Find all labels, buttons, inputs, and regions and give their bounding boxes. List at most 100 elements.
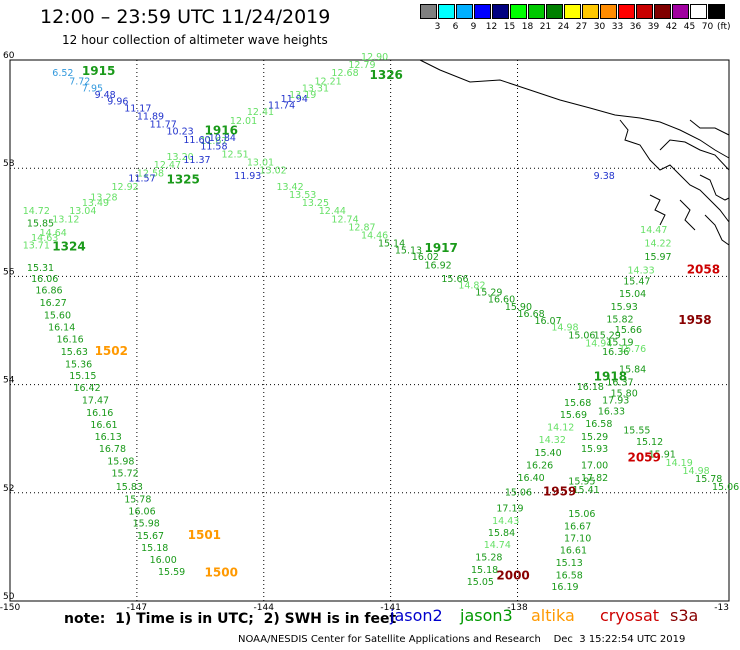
scale-swatch [474, 4, 491, 19]
jason3-swh-value: 14.19 [666, 458, 693, 469]
scale-swatch [564, 4, 581, 19]
jason3-swh-value: 15.06 [505, 488, 532, 499]
scale-label: 12 [485, 22, 498, 32]
jason3-swh-value: 13.04 [69, 206, 96, 217]
jason3-swh-value: 14.63 [31, 233, 58, 244]
jason3-swh-value: 15.31 [27, 263, 54, 274]
jason3-swh-value: 15.98 [107, 457, 134, 468]
jason3-swh-value: 14.82 [458, 280, 485, 291]
jason3-swh-value: 16.02 [412, 252, 439, 263]
jason3-swh-value: 15.95 [568, 477, 595, 488]
scale-label: 3 [434, 22, 441, 32]
jason3-swh-value: 12.21 [315, 76, 342, 87]
jason3-swh-value: 15.72 [112, 469, 139, 480]
jason2-swh-value: 10.84 [209, 133, 236, 144]
pass-time-label: 1326 [370, 68, 403, 82]
scale-swatch [456, 4, 473, 19]
jason3-swh-value: 16.16 [57, 334, 84, 345]
map-title: 12:00 – 23:59 UTC 11/24/2019 [40, 6, 331, 28]
jason3-swh-value: 16.36 [602, 347, 629, 358]
jason3-swh-value: 13.71 [23, 240, 50, 251]
jason3-swh-value: 15.59 [158, 567, 185, 578]
pass-time-label: 1502 [95, 344, 128, 358]
scale-swatch [690, 4, 707, 19]
scale-swatch [708, 4, 725, 19]
scale-label: 36 [629, 22, 642, 32]
jason3-swh-value: 16.14 [48, 323, 75, 334]
latitude-label: 52 [3, 484, 14, 494]
satellite-s3a: s3a [670, 606, 699, 625]
jason3-swh-value: 16.78 [99, 444, 126, 455]
jason3-swh-value: 15.60 [44, 311, 71, 322]
jason2-swh-value: 11.17 [124, 103, 151, 114]
scale-label: 45 [683, 22, 696, 32]
pass-time-label: 2058 [687, 263, 720, 277]
jason3-swh-value: 15.47 [623, 277, 650, 288]
jason3-swh-value: 16.06 [31, 274, 58, 285]
jason3-swh-value: 16.86 [35, 286, 62, 297]
jason3-swh-value: 16.00 [150, 555, 177, 566]
jason2-swh-value: 7.95 [82, 83, 103, 94]
jason2-swh-value: 11.93 [234, 171, 261, 182]
scale-label: 27 [575, 22, 588, 32]
jason3-swh-value: 15.82 [606, 314, 633, 325]
jason3-swh-value: 17.47 [82, 396, 109, 407]
scale-swatch [546, 4, 563, 19]
pass-time-label: 1915 [82, 64, 115, 78]
jason3-swh-value: 12.47 [154, 160, 181, 171]
jason3-swh-value: 14.12 [547, 423, 574, 434]
latitude-label: 56 [3, 267, 15, 277]
jason3-swh-value: 12.51 [221, 149, 248, 160]
jason3-swh-value: 15.69 [560, 410, 587, 421]
jason3-swh-value: 13.49 [82, 198, 109, 209]
jason3-swh-value: 15.18 [141, 543, 168, 554]
jason3-swh-value: 15.66 [441, 274, 468, 285]
jason3-swh-value: 14.98 [551, 323, 578, 334]
longitude-label: -150 [0, 603, 20, 613]
jason3-swh-value: 12.44 [319, 206, 346, 217]
jason3-swh-value: 15.93 [611, 302, 638, 313]
jason3-swh-value: 14.94 [585, 339, 612, 350]
jason3-swh-value: 15.40 [534, 448, 561, 459]
jason2-swh-value: 9.96 [107, 96, 128, 107]
jason3-swh-value: 16.61 [90, 420, 117, 431]
jason3-swh-value: 15.06 [568, 509, 595, 520]
pass-time-label: 1325 [166, 172, 199, 186]
jason2-swh-value: 11.74 [268, 101, 295, 112]
jason3-swh-value: 17.82 [581, 473, 608, 484]
jason3-swh-value: 12.79 [348, 60, 375, 71]
jason3-swh-value: 12.92 [112, 182, 139, 193]
jason2-swh-value: 11.57 [128, 174, 155, 185]
satellite-jason2: jason2 [390, 606, 443, 625]
jason3-swh-value: 14.98 [682, 466, 709, 477]
jason2-swh-value: 11.60 [183, 135, 210, 146]
jason3-swh-value: 13.31 [302, 83, 329, 94]
longitude-label: -138 [507, 603, 528, 613]
scale-swatch [582, 4, 599, 19]
pass-time-label: 1501 [188, 528, 221, 542]
scale-label: 6 [452, 22, 459, 32]
jason3-swh-value: 16.68 [518, 309, 545, 320]
jason3-swh-value: 15.36 [65, 359, 92, 370]
jason3-swh-value: 13.25 [302, 198, 329, 209]
scale-label: 24 [557, 22, 570, 32]
scale-label: 30 [593, 22, 606, 32]
jason3-swh-value: 16.27 [40, 298, 67, 309]
scale-label: 18 [521, 22, 534, 32]
jason3-swh-value: 16.67 [564, 522, 591, 533]
jason3-swh-value: 16.61 [560, 545, 587, 556]
jason3-swh-value: 12.01 [230, 116, 257, 127]
jason3-swh-value: 15.78 [124, 495, 151, 506]
jason3-swh-value: 15.83 [116, 482, 143, 493]
jason3-swh-value: 15.13 [556, 558, 583, 569]
jason3-swh-value: 16.40 [518, 473, 545, 484]
pass-time-label: 1959 [543, 485, 576, 499]
jason3-swh-value: 14.43 [492, 516, 519, 527]
scale-swatch [654, 4, 671, 19]
scale-swatch [420, 4, 437, 19]
jason2-swh-value: 10.23 [166, 127, 193, 138]
jason3-swh-value: 12.90 [361, 52, 388, 63]
jason3-swh-value: 12.41 [247, 107, 274, 118]
jason3-swh-value: 15.41 [573, 485, 600, 496]
